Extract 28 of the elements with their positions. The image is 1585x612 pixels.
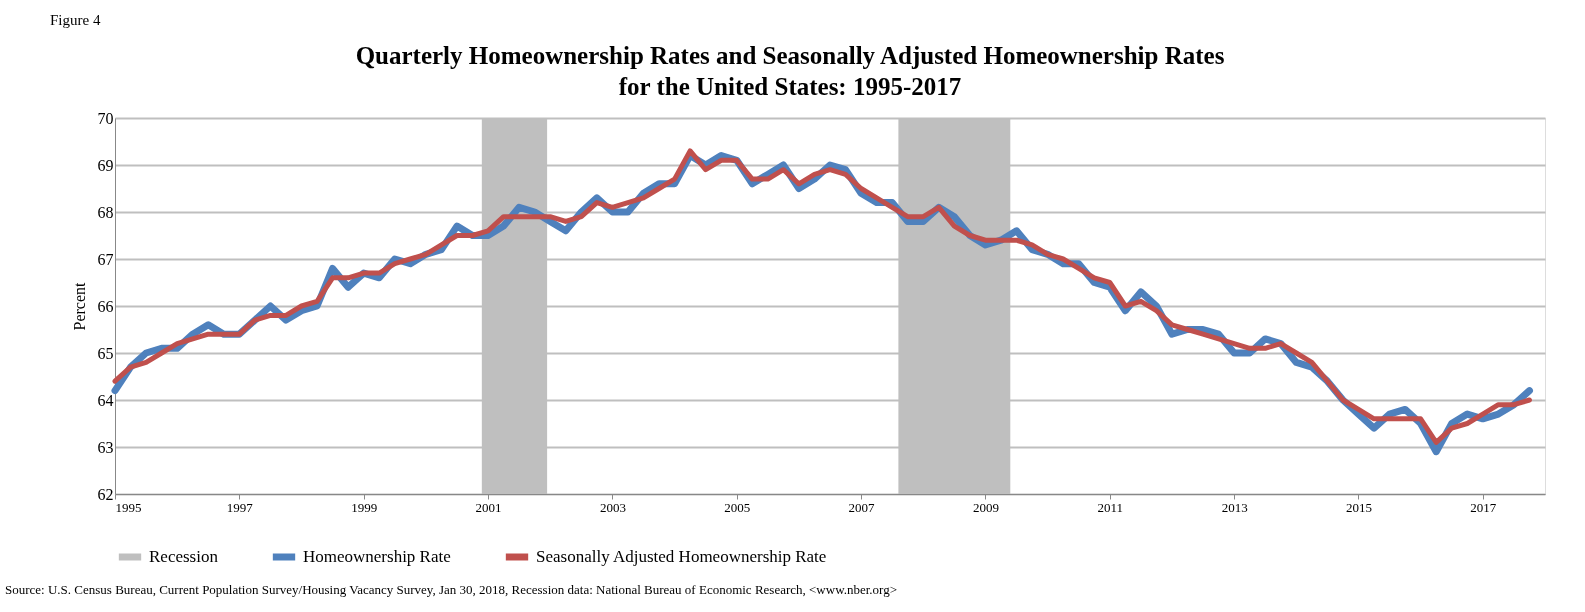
y-axis-title: Percent <box>70 281 88 331</box>
x-tick-label: 2017 <box>1470 499 1497 515</box>
y-tick-label: 69 <box>97 156 114 174</box>
y-tick-label: 64 <box>97 391 114 409</box>
x-tick-label: 2003 <box>599 499 626 515</box>
source-note: Source: U.S. Census Bureau, Current Population Survey/Housing Vacancy Survey, Jan 30, 2018, Recession data: National Bureau of Economic Research, <www.nber.org> <box>5 582 897 597</box>
y-tick-label: 62 <box>97 485 114 503</box>
y-tick-label: 65 <box>97 344 114 362</box>
x-tick-label: 2001 <box>475 499 502 515</box>
y-tick-label: 66 <box>97 297 114 315</box>
x-tick-label: 2005 <box>724 499 751 515</box>
y-tick-label: 67 <box>97 250 114 268</box>
y-tick-label: 70 <box>97 109 114 127</box>
x-tick-label: 2013 <box>1221 499 1248 515</box>
x-tick-label: 2015 <box>1345 499 1372 515</box>
caption: Figure 4 <box>50 12 101 28</box>
x-tick-label: 2009 <box>972 499 999 515</box>
x-tick-label: 1999 <box>351 499 378 515</box>
chart-title: Quarterly Homeownership Rates and Seasonally Adjusted Homeownership Rates for the United States: 1995-2017 <box>355 42 1225 100</box>
legend-label: Recession <box>149 547 219 566</box>
x-tick-label: 2011 <box>1097 499 1124 515</box>
legend-label: Seasonally Adjusted Homeownership Rate <box>536 547 827 566</box>
y-tick-label: 68 <box>97 203 114 221</box>
x-tick-label: 1997 <box>226 499 254 515</box>
y-tick-label: 63 <box>97 438 114 456</box>
legend-label: Homeownership Rate <box>303 547 451 566</box>
x-tick-label: 1995 <box>115 499 142 515</box>
x-tick-label: 2007 <box>848 499 876 515</box>
